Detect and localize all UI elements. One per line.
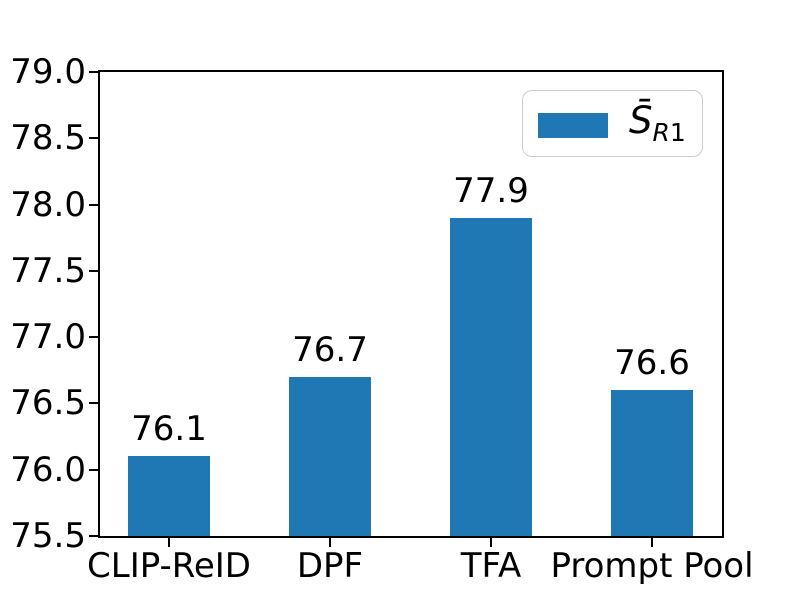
y-axis-tick-mark [89, 137, 98, 140]
y-axis-tick-label: 79.0 [10, 52, 86, 92]
legend-label-sub-regular: 1 [669, 118, 686, 147]
x-axis-tick-mark [490, 538, 492, 547]
y-axis-tick-label: 78.5 [10, 118, 86, 159]
x-axis-tick-label: Prompt Pool [550, 546, 754, 586]
y-axis-tick-mark [89, 468, 98, 471]
legend-label-sub-italic: R [652, 118, 670, 147]
legend-swatch [538, 113, 608, 138]
x-axis-tick-label: DPF [296, 546, 364, 586]
x-axis-tick-label: CLIP-ReID [87, 546, 251, 586]
x-axis-tick-mark [651, 538, 653, 547]
bar-value-label: 77.9 [453, 170, 529, 211]
x-axis-tick-mark [329, 538, 331, 547]
bar [289, 376, 371, 536]
y-axis-tick-label: 76.5 [10, 383, 86, 424]
x-axis-tick-mark [168, 538, 170, 547]
bar-value-label: 76.6 [614, 343, 690, 384]
y-axis-tick-label: 77.5 [10, 250, 86, 291]
y-axis-tick-mark [89, 402, 98, 405]
bar [128, 456, 210, 536]
y-axis-tick-mark [89, 203, 98, 206]
legend: S̄R1 [522, 90, 703, 157]
legend-label-base: S̄ [629, 99, 653, 142]
bar-value-label: 76.7 [292, 329, 368, 370]
bar [611, 390, 693, 536]
legend-label: S̄R1 [629, 99, 686, 145]
x-axis-tick-label: TFA [460, 546, 522, 586]
y-axis-tick-mark [89, 535, 98, 537]
y-axis-tick-mark [89, 269, 98, 272]
y-axis-tick-mark [89, 71, 98, 73]
y-axis-tick-mark [89, 336, 98, 339]
y-axis-tick-label: 77.0 [10, 317, 86, 358]
y-axis-tick-label: 78.0 [10, 184, 86, 225]
bar [450, 217, 532, 536]
y-axis-tick-label: 75.5 [10, 516, 86, 556]
bar-value-label: 76.1 [131, 409, 207, 450]
y-axis-tick-label: 76.0 [10, 449, 86, 490]
